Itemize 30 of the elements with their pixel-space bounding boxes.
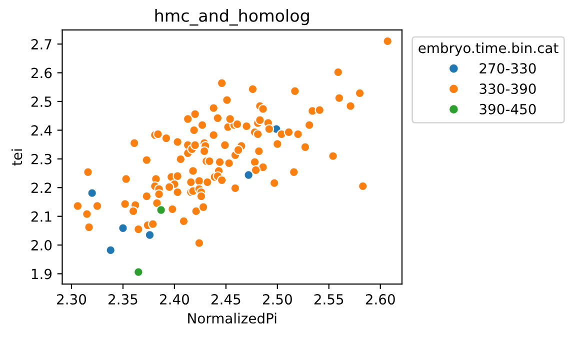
x-tick-label: 2.50 xyxy=(262,294,292,305)
x-tick-label: 2.45 xyxy=(211,294,240,305)
y-tick-label: 2.4 xyxy=(31,125,52,136)
point xyxy=(87,188,98,198)
point xyxy=(106,245,116,256)
x-tick-label: 2.35 xyxy=(108,294,138,305)
legend-label: 270-330 xyxy=(480,63,536,74)
legend-label: 330-390 xyxy=(480,84,536,94)
point xyxy=(133,267,144,277)
x-axis-title: NormalizedPi xyxy=(188,312,276,324)
point xyxy=(244,170,254,180)
x-tick-label: 2.30 xyxy=(57,294,86,305)
y-tick-label: 2.2 xyxy=(31,182,52,193)
point xyxy=(144,230,155,240)
y-axis-title: tei xyxy=(11,149,22,166)
x-tick-label: 2.55 xyxy=(314,294,344,305)
y-tick-label: 2.3 xyxy=(31,154,52,164)
y-tick-label: 1.9 xyxy=(32,268,52,280)
x-tick-label: 2.60 xyxy=(366,294,395,305)
point xyxy=(156,205,166,215)
y-tick-label: 2.7 xyxy=(31,39,52,50)
legend-label: 390-450 xyxy=(480,104,536,114)
legend-title: embryo.time.bin.cat xyxy=(418,42,558,56)
x-tick-label: 2.40 xyxy=(160,294,189,305)
point xyxy=(118,223,128,234)
y-tick-label: 2.6 xyxy=(31,68,52,78)
y-tick-label: 2.0 xyxy=(31,240,52,251)
chart-title: hmc_and_homolog xyxy=(155,8,309,26)
y-tick-label: 2.1 xyxy=(31,211,52,222)
y-tick-label: 2.5 xyxy=(31,96,52,107)
